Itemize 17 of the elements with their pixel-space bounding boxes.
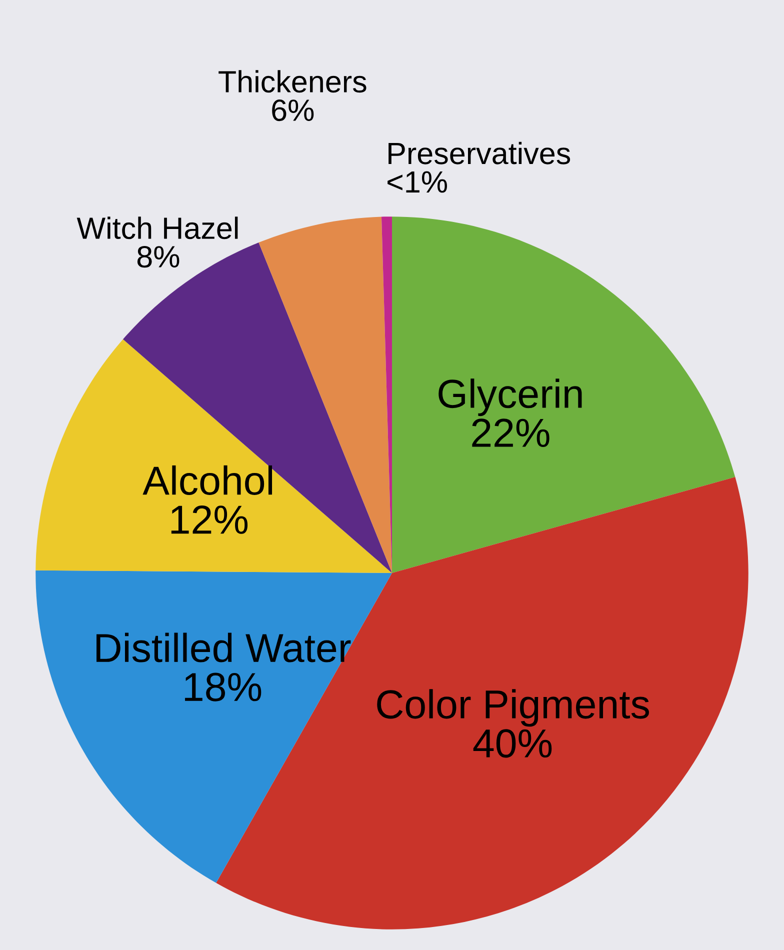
- slice-label: Preservatives: [388, 142, 570, 164]
- data-label: 22%: [472, 418, 550, 448]
- slice-label: Color Pigments: [377, 689, 649, 727]
- data-label: 40%: [473, 729, 552, 758]
- pie-slice: [392, 216, 736, 573]
- slice-label: Witch Hazel: [76, 216, 238, 240]
- slice-label: Alcohol: [142, 465, 272, 496]
- data-label: <1%: [388, 171, 447, 193]
- slice-label: Glycerin: [438, 378, 582, 416]
- pie-slice: [122, 242, 392, 573]
- data-label: 6%: [272, 99, 314, 122]
- data-label: 18%: [185, 672, 262, 702]
- slice-label: Distilled Water: [96, 632, 351, 662]
- slice-label: Thickeners: [218, 70, 366, 93]
- data-label: 12%: [171, 506, 248, 534]
- data-label: 8%: [137, 246, 180, 268]
- pie-slice: [36, 339, 392, 573]
